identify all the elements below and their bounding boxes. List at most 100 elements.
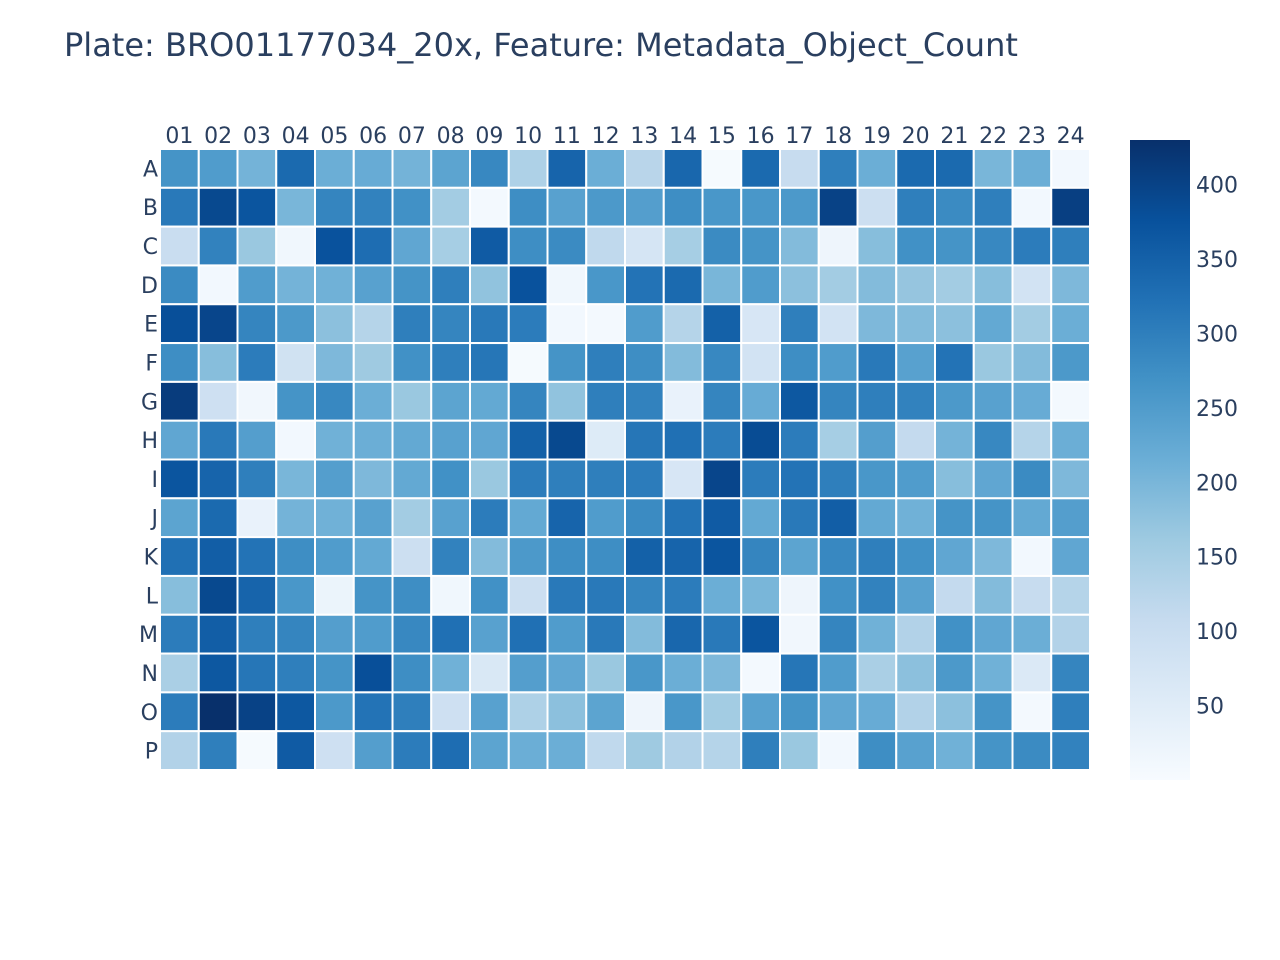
- heatmap-cell-O13: [624, 691, 665, 733]
- column-label-05: 05: [320, 124, 348, 149]
- heatmap-cell-F04: [275, 342, 316, 383]
- heatmap-cell-G19: [856, 380, 898, 422]
- heatmap-cell-J10: [507, 497, 549, 539]
- heatmap-cell-K08: [430, 536, 471, 577]
- heatmap-cell-M22: [972, 613, 1014, 655]
- heatmap-cell-J12: [585, 497, 626, 539]
- heatmap-cell-E03: [236, 303, 278, 345]
- heatmap-cell-K11: [546, 536, 588, 577]
- heatmap-cell-P09: [469, 730, 510, 772]
- heatmap-cell-J18: [817, 497, 859, 539]
- heatmap-cell-L17: [779, 574, 820, 616]
- heatmap-cell-O19: [856, 691, 898, 733]
- heatmap-cell-A20: [895, 148, 936, 189]
- heatmap-cell-B13: [624, 186, 665, 228]
- heatmap-cell-E08: [430, 303, 471, 345]
- heatmap-cell-A24: [1050, 148, 1091, 189]
- heatmap-cell-K18: [817, 536, 859, 577]
- row-label-N: N: [142, 662, 158, 687]
- heatmap-cell-C14: [662, 225, 704, 267]
- heatmap-cell-A08: [430, 148, 471, 189]
- heatmap-cell-O06: [352, 691, 394, 733]
- heatmap-cell-E04: [275, 303, 316, 345]
- heatmap-cell-B18: [817, 186, 859, 228]
- heatmap-cell-I13: [624, 458, 665, 500]
- heatmap-cell-L02: [197, 574, 239, 616]
- heatmap-cell-K19: [856, 536, 898, 577]
- heatmap-cell-N23: [1011, 652, 1053, 694]
- heatmap-cell-C08: [430, 225, 471, 267]
- heatmap-cell-B14: [662, 186, 704, 228]
- heatmap-cell-I01: [159, 458, 200, 500]
- heatmap-cell-J17: [779, 497, 820, 539]
- heatmap-cell-P16: [740, 730, 781, 772]
- heatmap-cell-E11: [546, 303, 588, 345]
- heatmap-cell-A05: [314, 148, 355, 189]
- heatmap-cell-M10: [507, 613, 549, 655]
- heatmap-cell-N14: [662, 652, 704, 694]
- row-label-J: J: [150, 507, 159, 532]
- heatmap-cell-L07: [391, 574, 433, 616]
- heatmap-cell-J11: [546, 497, 588, 539]
- colorbar-tick-200: 200: [1196, 471, 1238, 496]
- heatmap-cell-E10: [507, 303, 549, 345]
- heatmap-cell-D08: [430, 264, 471, 306]
- heatmap-cell-D02: [197, 264, 239, 306]
- heatmap-cell-D10: [507, 264, 549, 306]
- column-label-11: 11: [553, 124, 581, 149]
- heatmap-cell-L03: [236, 574, 278, 616]
- heatmap-cell-I06: [352, 458, 394, 500]
- heatmap-cell-B20: [895, 186, 936, 228]
- heatmap-cell-E20: [895, 303, 936, 345]
- heatmap-cell-H07: [391, 419, 433, 461]
- heatmap-cell-I19: [856, 458, 898, 500]
- heatmap-cell-K05: [314, 536, 355, 577]
- colorbar-tick-50: 50: [1196, 695, 1224, 720]
- heatmap-cell-M07: [391, 613, 433, 655]
- heatmap-cell-M15: [701, 613, 743, 655]
- heatmap-cell-P13: [624, 730, 665, 772]
- heatmap-cell-A14: [662, 148, 704, 189]
- heatmap-cell-A06: [352, 148, 394, 189]
- heatmap-cell-H23: [1011, 419, 1053, 461]
- column-label-14: 14: [669, 124, 697, 149]
- heatmap-cell-I05: [314, 458, 355, 500]
- heatmap-cell-B11: [546, 186, 588, 228]
- heatmap-cell-K04: [275, 536, 316, 577]
- heatmap-cell-G09: [469, 380, 510, 422]
- heatmap-cell-J08: [430, 497, 471, 539]
- heatmap-cell-M09: [469, 613, 510, 655]
- colorbar-tick-150: 150: [1196, 546, 1238, 571]
- heatmap-cell-N05: [314, 652, 355, 694]
- heatmap-cell-C19: [856, 225, 898, 267]
- heatmap-cell-M02: [197, 613, 239, 655]
- heatmap-cell-O08: [430, 691, 471, 733]
- heatmap-cell-A10: [507, 148, 549, 189]
- heatmap-cell-M16: [740, 613, 781, 655]
- heatmap-cell-P17: [779, 730, 820, 772]
- row-label-O: O: [141, 701, 158, 726]
- heatmap-cell-B02: [197, 186, 239, 228]
- heatmap-cell-J22: [972, 497, 1014, 539]
- heatmap-cell-G07: [391, 380, 433, 422]
- heatmap-cell-I23: [1011, 458, 1053, 500]
- heatmap-cell-K22: [972, 536, 1014, 577]
- heatmap-cell-N16: [740, 652, 781, 694]
- heatmap-cell-L21: [934, 574, 975, 616]
- heatmap-cell-E05: [314, 303, 355, 345]
- column-label-16: 16: [747, 124, 775, 149]
- heatmap-cell-A03: [236, 148, 278, 189]
- row-label-F: F: [145, 351, 158, 376]
- heatmap-cell-L06: [352, 574, 394, 616]
- heatmap-cell-D23: [1011, 264, 1053, 306]
- column-label-07: 07: [398, 124, 426, 149]
- heatmap-cell-B08: [430, 186, 471, 228]
- heatmap-cell-C11: [546, 225, 588, 267]
- heatmap-cell-E06: [352, 303, 394, 345]
- heatmap-cell-D01: [159, 264, 200, 306]
- heatmap-cell-O05: [314, 691, 355, 733]
- heatmap-cell-L14: [662, 574, 704, 616]
- heatmap-cell-L16: [740, 574, 781, 616]
- heatmap-cell-F12: [585, 342, 626, 383]
- heatmap-cell-H22: [972, 419, 1014, 461]
